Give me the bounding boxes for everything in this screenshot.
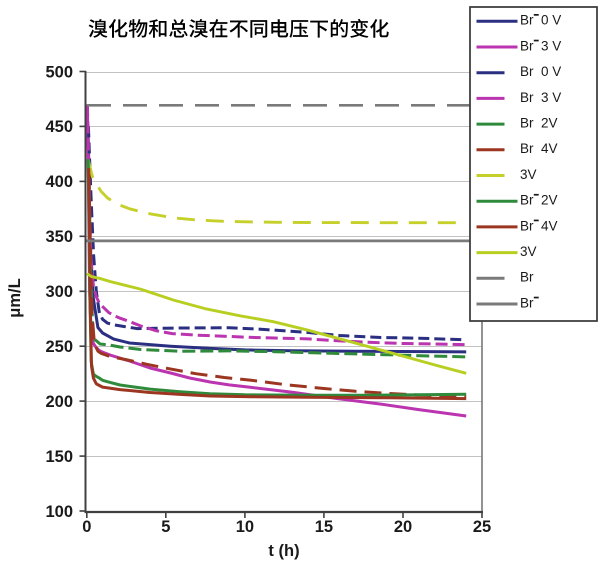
svg-text:3V: 3V bbox=[520, 244, 537, 259]
svg-text:3V: 3V bbox=[520, 167, 537, 182]
svg-text:μm/L: μm/L bbox=[6, 278, 24, 317]
svg-text:20: 20 bbox=[394, 518, 412, 536]
svg-text:3 V: 3 V bbox=[541, 90, 561, 105]
svg-text:500: 500 bbox=[45, 63, 73, 81]
svg-text:5: 5 bbox=[161, 518, 170, 536]
svg-text:15: 15 bbox=[315, 518, 333, 536]
svg-text:250: 250 bbox=[45, 338, 73, 356]
svg-text:Br: Br bbox=[520, 218, 534, 233]
svg-text:Br: Br bbox=[520, 116, 534, 131]
svg-text:350: 350 bbox=[45, 228, 73, 246]
svg-text:300: 300 bbox=[45, 283, 73, 301]
svg-text:0 V: 0 V bbox=[541, 13, 561, 28]
svg-text:Br: Br bbox=[520, 193, 534, 208]
svg-text:200: 200 bbox=[45, 393, 73, 411]
svg-text:10: 10 bbox=[236, 518, 254, 536]
svg-text:400: 400 bbox=[45, 173, 73, 191]
svg-text:Br: Br bbox=[520, 38, 534, 53]
svg-text:Br: Br bbox=[520, 64, 534, 79]
svg-text:t (h): t (h) bbox=[268, 542, 299, 560]
svg-text:Br: Br bbox=[520, 13, 534, 28]
svg-text:100: 100 bbox=[45, 503, 73, 521]
svg-text:150: 150 bbox=[45, 448, 73, 466]
svg-text:Br: Br bbox=[520, 270, 534, 285]
svg-text:0: 0 bbox=[82, 518, 91, 536]
svg-text:Br: Br bbox=[520, 295, 534, 310]
svg-text:2V: 2V bbox=[541, 116, 558, 131]
svg-text:4V: 4V bbox=[541, 218, 558, 233]
svg-text:2V: 2V bbox=[541, 193, 558, 208]
svg-text:4V: 4V bbox=[541, 141, 558, 156]
svg-text:0 V: 0 V bbox=[541, 64, 561, 79]
svg-text:450: 450 bbox=[45, 118, 73, 136]
svg-text:3 V: 3 V bbox=[541, 38, 561, 53]
svg-text:Br: Br bbox=[520, 90, 534, 105]
svg-text:Br: Br bbox=[520, 141, 534, 156]
svg-text:25: 25 bbox=[473, 518, 491, 536]
